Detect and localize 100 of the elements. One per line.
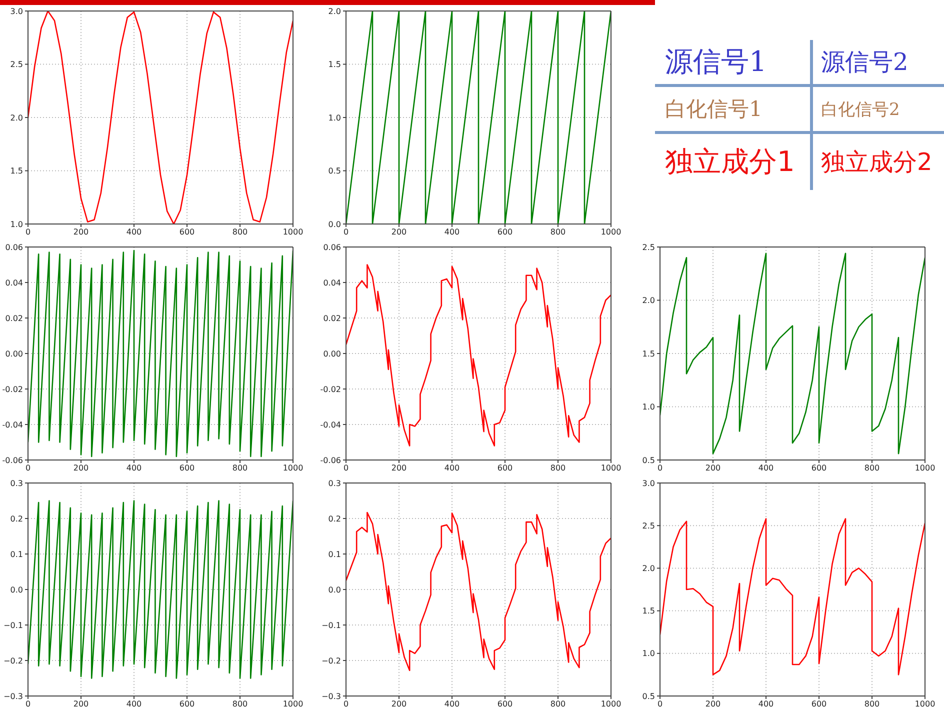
x-tick-label: 1000: [282, 700, 304, 709]
x-tick-label: 0: [657, 464, 663, 473]
y-tick-label: −0.3: [4, 692, 23, 701]
y-tick-label: −0.2: [322, 656, 341, 666]
y-tick-label: 1.0: [642, 402, 655, 412]
x-tick-label: 0: [343, 228, 349, 237]
y-tick-label: 0.3: [10, 478, 23, 488]
x-tick-label: 400: [444, 700, 460, 709]
y-tick-label: 2.0: [642, 296, 655, 306]
y-tick-label: 1.5: [642, 606, 655, 616]
x-tick-label: 400: [758, 464, 774, 473]
y-tick-label: 0.1: [10, 550, 23, 559]
y-tick-label: -0.04: [320, 420, 341, 430]
y-tick-label: -0.06: [2, 456, 23, 465]
text: 白化信号2: [810, 87, 944, 132]
text: 源信号2: [810, 40, 944, 84]
x-tick-label: 600: [179, 464, 195, 473]
y-tick-label: 0.04: [5, 278, 23, 288]
x-tick-label: 0: [25, 228, 31, 237]
y-tick-label: 0.5: [642, 692, 655, 701]
y-tick-label: 0.06: [5, 242, 23, 252]
x-tick-label: 800: [232, 464, 248, 473]
x-tick-label: 1000: [600, 464, 622, 473]
y-tick-label: 2.5: [10, 60, 23, 70]
y-tick-label: 2.5: [642, 521, 655, 530]
x-tick-label: 600: [179, 228, 195, 237]
x-tick-label: 1000: [600, 700, 622, 709]
y-tick-label: 0.02: [323, 314, 341, 323]
y-tick-label: 1.0: [642, 649, 655, 658]
y-tick-label: 1.5: [10, 166, 23, 176]
x-tick-label: 200: [705, 464, 721, 473]
y-tick-label: 3.0: [642, 478, 655, 488]
y-tick-label: 0.2: [328, 514, 341, 524]
x-tick-label: 400: [758, 700, 774, 709]
y-tick-label: 0.0: [328, 585, 341, 594]
x-tick-label: 800: [550, 464, 566, 473]
x-tick-label: 400: [126, 228, 142, 237]
x-tick-label: 800: [550, 228, 566, 237]
x-tick-label: 800: [232, 700, 248, 709]
line-series: [346, 264, 611, 446]
y-tick-label: -0.02: [320, 384, 341, 394]
x-tick-label: 600: [179, 700, 195, 709]
y-tick-label: 0.1: [328, 550, 341, 559]
y-tick-label: 0.00: [323, 349, 341, 358]
x-tick-label: 0: [25, 464, 31, 473]
y-tick-label: 2.0: [10, 113, 23, 122]
x-tick-label: 200: [391, 464, 407, 473]
y-tick-label: −0.1: [4, 620, 23, 630]
y-tick-label: −0.1: [322, 620, 341, 630]
line-series: [28, 11, 293, 224]
y-tick-label: -0.04: [2, 420, 23, 430]
y-tick-label: 0.5: [328, 166, 341, 176]
line-series: [28, 250, 293, 458]
line-series: [346, 512, 611, 672]
x-tick-label: 1000: [914, 464, 936, 473]
x-tick-label: 600: [811, 700, 827, 709]
y-tick-label: −0.2: [4, 656, 23, 666]
y-tick-label: 0.2: [10, 514, 23, 524]
x-tick-label: 400: [444, 464, 460, 473]
x-tick-label: 200: [73, 464, 89, 473]
x-tick-label: 0: [343, 464, 349, 473]
x-tick-label: 200: [391, 700, 407, 709]
y-tick-label: 0.3: [328, 478, 341, 488]
x-tick-label: 200: [73, 228, 89, 237]
y-tick-label: -0.02: [2, 384, 23, 394]
x-tick-label: 1000: [600, 228, 622, 237]
y-tick-label: 0.04: [323, 278, 341, 288]
y-tick-label: 2.0: [328, 6, 341, 16]
x-tick-label: 800: [864, 700, 880, 709]
x-tick-label: 200: [391, 228, 407, 237]
x-tick-label: 200: [705, 700, 721, 709]
x-tick-label: 600: [497, 700, 513, 709]
y-tick-label: 1.0: [328, 113, 341, 122]
line-series: [660, 252, 925, 454]
y-tick-label: 0.00: [5, 349, 23, 358]
x-tick-label: 800: [550, 700, 566, 709]
x-tick-label: 600: [497, 228, 513, 237]
y-tick-label: 3.0: [10, 6, 23, 16]
y-tick-label: 0.0: [10, 585, 23, 594]
x-tick-label: 800: [864, 464, 880, 473]
x-tick-label: 1000: [282, 228, 304, 237]
y-tick-label: 2.0: [642, 564, 655, 574]
text: 源信号1: [664, 44, 768, 80]
y-tick-label: 1.5: [642, 349, 655, 358]
y-tick-label: 0.5: [642, 456, 655, 465]
y-tick-label: 0.06: [323, 242, 341, 252]
x-tick-label: 800: [232, 228, 248, 237]
x-tick-label: 0: [657, 700, 663, 709]
x-tick-label: 600: [811, 464, 827, 473]
text: 独立成分2: [810, 134, 944, 190]
y-tick-label: 1.5: [328, 60, 341, 70]
y-tick-label: 0.02: [5, 314, 23, 323]
x-tick-label: 400: [126, 700, 142, 709]
text: 白化信号1: [664, 96, 764, 124]
x-tick-label: 0: [25, 700, 31, 709]
line-series: [28, 500, 293, 679]
y-tick-label: 2.5: [642, 242, 655, 252]
x-tick-label: 1000: [914, 700, 936, 709]
x-tick-label: 400: [444, 228, 460, 237]
x-tick-label: 600: [497, 464, 513, 473]
